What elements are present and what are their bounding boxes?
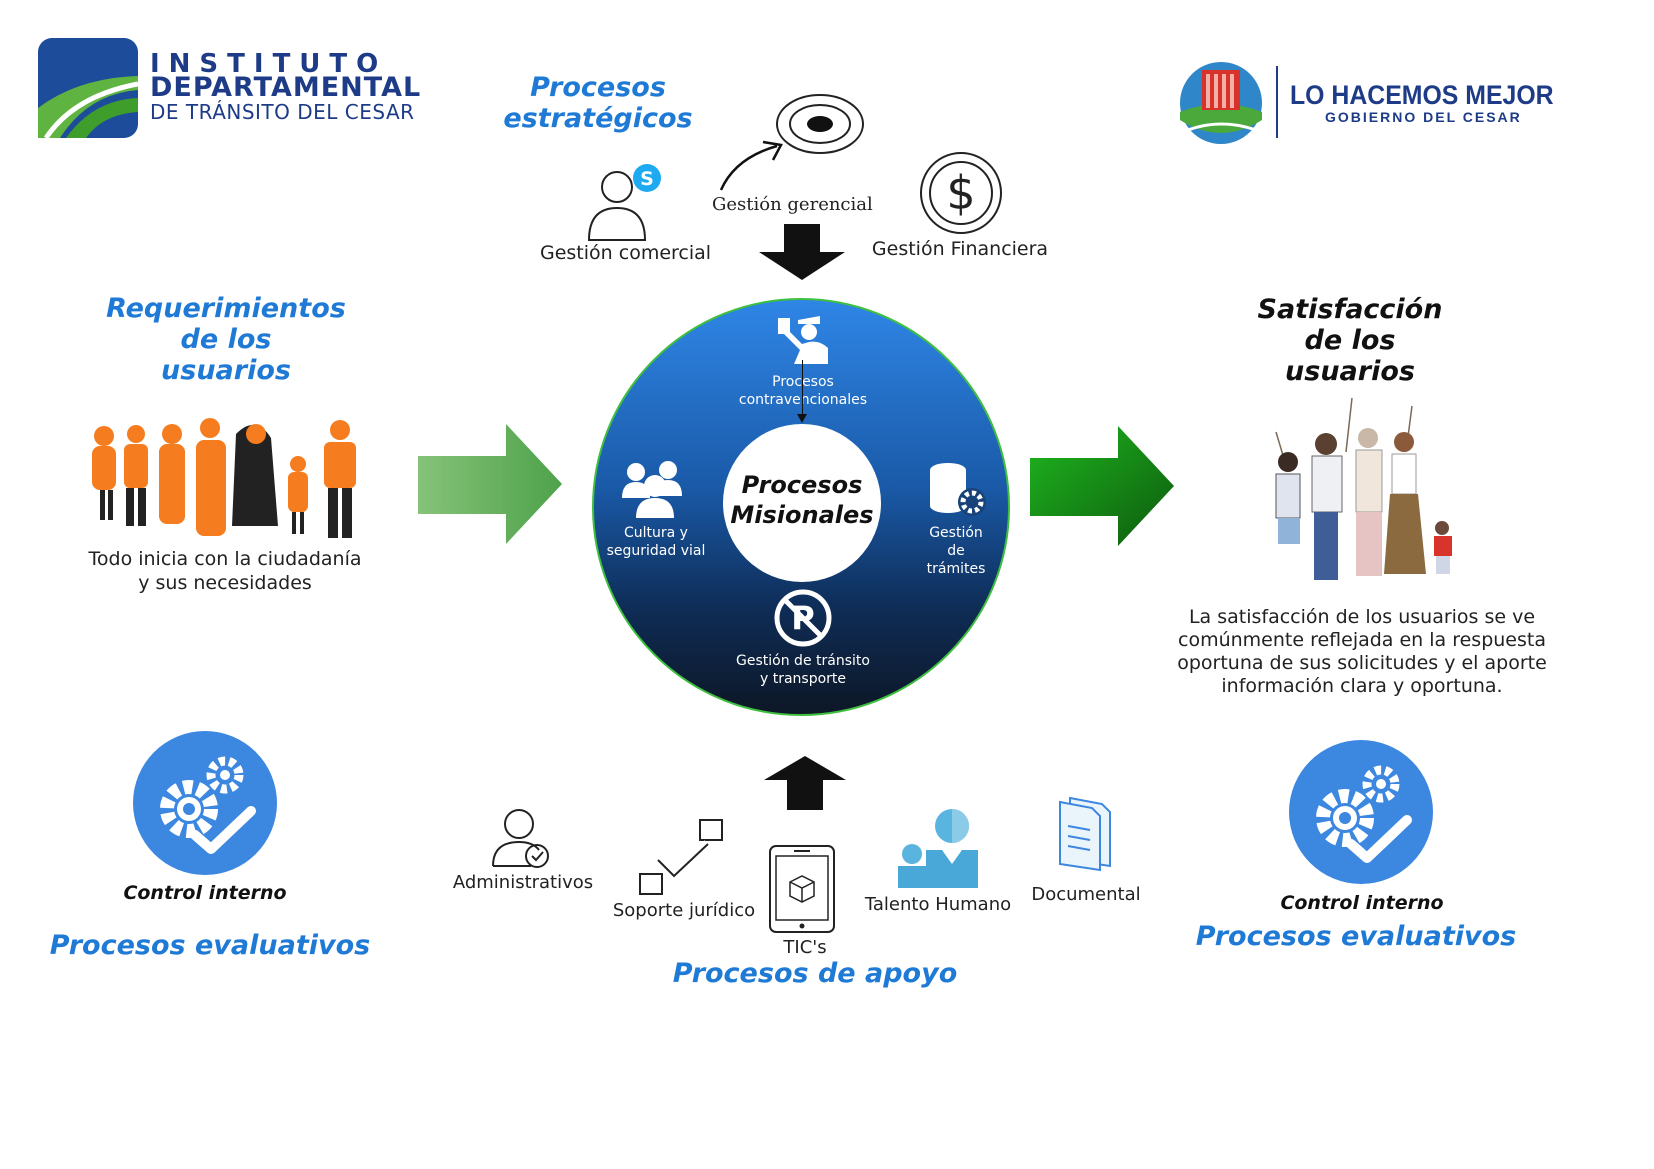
support-item-documental: Documental [1031, 884, 1141, 905]
control-gear-right [1289, 740, 1433, 884]
target-arrow-icon [719, 94, 864, 191]
admin-user-check-icon [492, 809, 549, 868]
strategic-title-line1: Procesos [530, 72, 666, 103]
logo-left: INSTITUTO DEPARTAMENTAL DE TRÁNSITO DEL … [38, 38, 420, 140]
input-arrow-icon [418, 424, 562, 544]
logo-left-text: INSTITUTO DEPARTAMENTAL DE TRÁNSITO DEL … [150, 49, 422, 124]
missional-top-label: Procesos contravencionales [730, 373, 876, 409]
gears-check-icon [1316, 765, 1412, 863]
missional-right-line2: de [947, 543, 965, 559]
missional-left-line2: seguridad vial [606, 543, 706, 559]
control-label-left: Control interno [123, 882, 287, 904]
traffic-officer-icon [778, 316, 828, 364]
requirements-title: Requerimientos de los usuarios [96, 293, 356, 386]
missional-bottom-line2: y transporte [759, 671, 847, 687]
legal-check-icon [639, 819, 723, 895]
satisfaction-text-line4: información clara y oportuna. [1221, 675, 1503, 697]
logo-right: LO HACEMOS MEJOR GOBIERNO DEL CESAR [1178, 60, 1554, 146]
svg-text:S: S [640, 168, 654, 190]
human-talent-icon [898, 809, 978, 888]
strategic-title: Procesos estratégicos [488, 72, 708, 134]
support-item-human-talent: Talento Humano [864, 894, 1012, 915]
down-arrow-icon [759, 224, 845, 280]
satisfaction-title: Satisfacción de los usuarios [1220, 294, 1480, 387]
tablet-box-icon [769, 845, 835, 933]
logo-left-line1: INSTITUTO [150, 49, 388, 79]
support-item-administrative: Administrativos [452, 872, 594, 893]
logo-right-line1: LO HACEMOS MEJOR [1290, 80, 1554, 110]
gears-check-icon [160, 756, 256, 854]
logo-right-line2: GOBIERNO DEL CESAR [1325, 109, 1522, 125]
svg-text:$: $ [946, 166, 975, 220]
control-gear-left [133, 731, 277, 875]
missional-center-label: Procesos Misionales [723, 470, 881, 530]
support-title: Procesos de apoyo [672, 958, 958, 989]
missional-bottom-label: Gestión de tránsito y transporte [720, 652, 886, 688]
requirements-title-line1: Requerimientos [106, 293, 346, 324]
missional-right-line3: trámites [926, 561, 986, 577]
requirements-title-line2: de los [180, 324, 272, 355]
evaluative-title-left: Procesos evaluativos [49, 930, 371, 961]
no-parking-icon: P [774, 589, 832, 647]
group-people-icon [622, 461, 682, 518]
strategic-item-management: Gestión gerencial [712, 194, 873, 215]
satisfaction-title-line1: Satisfacción [1257, 294, 1443, 325]
evaluative-title-right: Procesos evaluativos [1195, 921, 1517, 952]
strategic-item-financial: Gestión Financiera [871, 238, 1049, 260]
requirements-title-line3: usuarios [161, 355, 291, 386]
cesar-emblem-icon [1180, 62, 1262, 144]
contraventional-connector [802, 360, 803, 416]
satisfaction-text-line3: oportuna de sus solicitudes y el aporte [1177, 652, 1547, 674]
support-item-legal: Soporte jurídico [612, 900, 756, 921]
satisfaction-text-line1: La satisfacción de los usuarios se ve [1188, 606, 1536, 628]
missional-center [723, 424, 881, 582]
missional-center-line1: Procesos [741, 471, 863, 499]
missional-top-line1: Procesos [772, 374, 834, 390]
satisfaction-text: La satisfacción de los usuarios se ve co… [1172, 606, 1552, 698]
database-gear-icon [930, 463, 986, 516]
missional-left-line1: Cultura y [624, 525, 688, 541]
up-arrow-icon [764, 756, 846, 810]
support-item-tic: TIC's [783, 937, 827, 958]
requirements-text: Todo inicia con la ciudadanía y sus nece… [70, 547, 380, 595]
connector-arrowhead-icon [797, 414, 807, 423]
control-label-right: Control interno [1280, 892, 1444, 914]
missional-left-label: Cultura y seguridad vial [596, 524, 716, 560]
satisfaction-text-line2: comúnmente reflejada en la respuesta [1178, 629, 1546, 651]
user-skype-icon: S [587, 164, 661, 241]
citizens-illustration-icon [92, 418, 356, 538]
satisfaction-title-line3: usuarios [1285, 356, 1415, 387]
missional-bottom-line1: Gestión de tránsito [736, 653, 870, 669]
missional-center-line2: Misionales [730, 501, 874, 529]
logo-left-line3: DE TRÁNSITO DEL CESAR [150, 100, 415, 124]
documents-icon [1059, 796, 1111, 872]
missional-right-line1: Gestión [929, 525, 983, 541]
logo-left-line2: DEPARTAMENTAL [150, 72, 422, 103]
requirements-text-line2: y sus necesidades [138, 572, 312, 594]
happy-family-illustration-icon [1275, 397, 1452, 580]
strategic-item-commercial: Gestión comercial [540, 242, 712, 264]
missional-top-line2: contravencionales [730, 391, 876, 409]
requirements-text-line1: Todo inicia con la ciudadanía [88, 548, 362, 570]
missional-right-label: Gestión de trámites [906, 524, 1006, 578]
dollar-coin-icon: $ [920, 152, 1002, 234]
satisfaction-title-line2: de los [1304, 325, 1396, 356]
strategic-title-line2: estratégicos [503, 103, 693, 134]
logo-right-divider [1276, 66, 1278, 138]
road-logo-icon [38, 38, 138, 138]
output-arrow-icon [1030, 426, 1174, 546]
